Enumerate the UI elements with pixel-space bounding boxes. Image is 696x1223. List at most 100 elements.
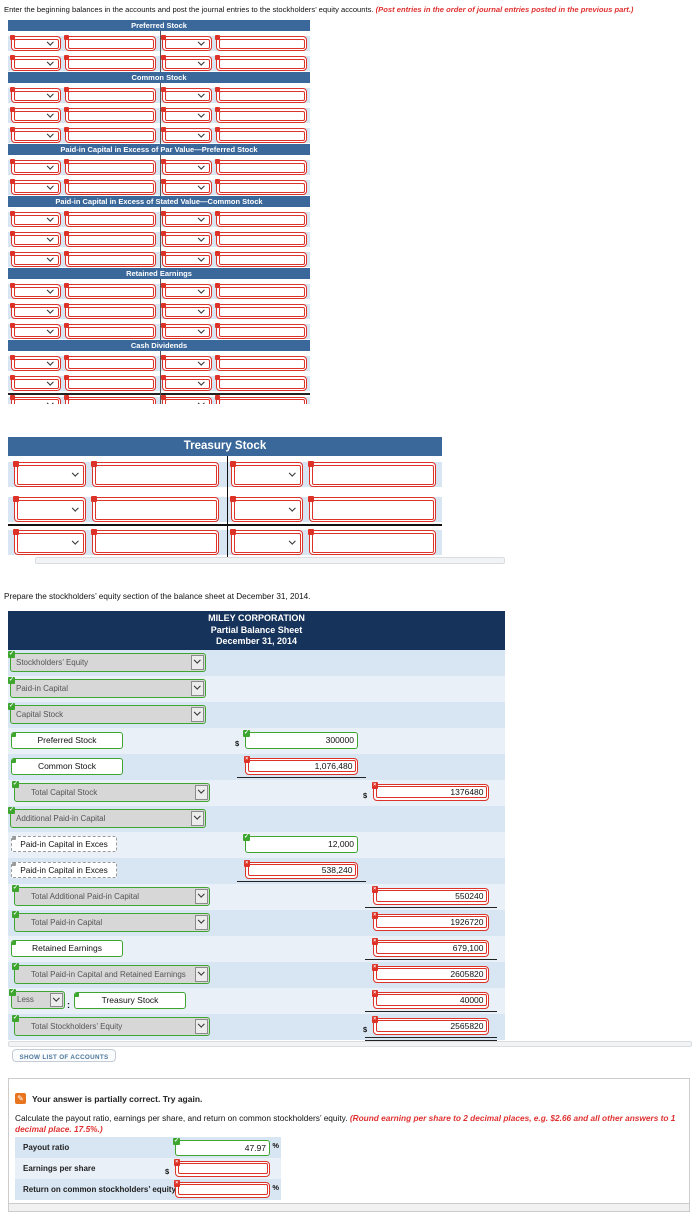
entry-account-select[interactable]	[229, 460, 303, 487]
bs-row-select[interactable]: ✓ Additional Paid-in Capital	[8, 806, 206, 828]
entry-amount-input[interactable]	[214, 126, 307, 143]
entry-amount-input[interactable]	[214, 230, 307, 247]
entry-amount-input[interactable]	[214, 34, 307, 51]
entry-account-select[interactable]	[9, 54, 61, 71]
entry-account-select[interactable]	[160, 178, 212, 195]
entry-amount-input[interactable]	[214, 106, 307, 123]
entry-amount-input[interactable]	[63, 395, 156, 404]
entry-account-select[interactable]	[9, 354, 61, 371]
entry-account-select[interactable]	[9, 86, 61, 103]
bs-row-select[interactable]: ✓ Stockholders’ Equity	[8, 650, 206, 672]
entry-account-select[interactable]	[9, 302, 61, 319]
entry-account-select[interactable]	[9, 34, 61, 51]
entry-account-select[interactable]	[229, 528, 303, 555]
entry-account-select[interactable]	[160, 210, 212, 227]
bs-row-select[interactable]: ✓ Paid-in Capital	[8, 676, 206, 698]
ratio-input[interactable]: ✓ 47.97	[173, 1137, 270, 1156]
entry-account-select[interactable]	[160, 54, 212, 71]
entry-amount-input[interactable]	[90, 460, 219, 487]
entry-amount-input[interactable]	[307, 460, 436, 487]
entry-amount-input[interactable]	[214, 158, 307, 175]
entry-amount-input[interactable]	[63, 230, 156, 247]
entry-amount-input[interactable]	[63, 354, 156, 371]
entry-account-select[interactable]	[160, 126, 212, 143]
entry-account-select[interactable]	[9, 395, 61, 404]
amount-input[interactable]: ✓ 12,000	[243, 833, 358, 853]
entry-amount-input[interactable]	[214, 354, 307, 371]
entry-amount-input[interactable]	[63, 158, 156, 175]
entry-amount-input[interactable]	[63, 282, 156, 299]
entry-amount-input[interactable]	[63, 54, 156, 71]
amount-input[interactable]: × 538,240	[243, 860, 358, 879]
ratio-input[interactable]: ×	[173, 1180, 270, 1198]
bs-row-label-input[interactable]: Paid-in Capital in Exces	[11, 835, 117, 852]
bs-row-label-input[interactable]: Paid-in Capital in Exces	[11, 861, 117, 878]
entry-account-select[interactable]	[229, 495, 303, 522]
entry-account-select[interactable]	[160, 354, 212, 371]
bs-row-select[interactable]: ✓ Total Capital Stock	[12, 780, 210, 802]
amount-input[interactable]: × 1926720	[371, 912, 489, 931]
entry-amount-input[interactable]	[63, 106, 156, 123]
entry-account-select[interactable]	[9, 158, 61, 175]
entry-amount-input[interactable]	[307, 495, 436, 522]
entry-amount-input[interactable]	[214, 54, 307, 71]
entry-amount-input[interactable]	[63, 374, 156, 391]
entry-amount-input[interactable]	[214, 178, 307, 195]
bs-row-select[interactable]: ✓ Total Stockholders’ Equity	[12, 1014, 210, 1036]
entry-amount-input[interactable]	[214, 374, 307, 391]
amount-input[interactable]: × 550240	[371, 886, 489, 905]
entry-account-select[interactable]	[160, 395, 212, 404]
amount-input[interactable]: × 1376480	[371, 782, 489, 801]
entry-amount-input[interactable]	[63, 178, 156, 195]
entry-amount-input[interactable]	[214, 282, 307, 299]
bs-row-label-input[interactable]: ✓Retained Earnings	[11, 939, 123, 957]
amount-input[interactable]: ✓ 300000	[243, 729, 358, 749]
entry-amount-input[interactable]	[63, 210, 156, 227]
show-list-of-accounts-button[interactable]: SHOW LIST OF ACCOUNTS	[12, 1049, 116, 1062]
entry-amount-input[interactable]	[63, 34, 156, 51]
entry-amount-input[interactable]	[214, 210, 307, 227]
amount-input[interactable]: × 679,100	[371, 938, 489, 957]
entry-account-select[interactable]	[9, 178, 61, 195]
entry-amount-input[interactable]	[63, 302, 156, 319]
entry-account-select[interactable]	[160, 158, 212, 175]
entry-account-select[interactable]	[9, 106, 61, 123]
entry-account-select[interactable]	[160, 374, 212, 391]
bs-row-label-input[interactable]: ✓Preferred Stock	[11, 731, 123, 749]
entry-account-select[interactable]	[12, 460, 86, 487]
entry-account-select[interactable]	[9, 210, 61, 227]
ratio-input[interactable]: ×	[173, 1159, 270, 1177]
less-select[interactable]: ✓ Less	[9, 988, 65, 1009]
entry-account-select[interactable]	[160, 34, 212, 51]
amount-input[interactable]: × 1,076,480	[243, 756, 358, 775]
entry-account-select[interactable]	[160, 106, 212, 123]
entry-amount-input[interactable]	[214, 250, 307, 267]
entry-amount-input[interactable]	[63, 126, 156, 143]
entry-account-select[interactable]	[160, 86, 212, 103]
entry-account-select[interactable]	[9, 126, 61, 143]
amount-input[interactable]: × 2605820	[371, 964, 489, 983]
entry-account-select[interactable]	[12, 528, 86, 555]
entry-amount-input[interactable]	[63, 322, 156, 339]
entry-account-select[interactable]	[160, 302, 212, 319]
entry-amount-input[interactable]	[63, 250, 156, 267]
bs-row-select[interactable]: ✓ Capital Stock	[8, 702, 206, 724]
entry-amount-input[interactable]	[214, 395, 307, 404]
bs-row-label-input[interactable]: ✓Common Stock	[11, 757, 123, 775]
entry-account-select[interactable]	[160, 230, 212, 247]
entry-account-select[interactable]	[9, 230, 61, 247]
entry-amount-input[interactable]	[90, 495, 219, 522]
bs-row-select[interactable]: ✓ Total Paid-in Capital	[12, 910, 210, 932]
entry-account-select[interactable]	[160, 322, 212, 339]
entry-account-select[interactable]	[9, 282, 61, 299]
amount-input[interactable]: × 2565820	[371, 1016, 489, 1035]
entry-amount-input[interactable]	[214, 302, 307, 319]
entry-account-select[interactable]	[160, 282, 212, 299]
entry-account-select[interactable]	[9, 374, 61, 391]
entry-amount-input[interactable]	[214, 86, 307, 103]
bs-row-label-input[interactable]: ✓Treasury Stock	[74, 991, 186, 1009]
amount-input[interactable]: × 40000	[371, 990, 489, 1009]
entry-amount-input[interactable]	[90, 528, 219, 555]
bs-row-select[interactable]: ✓ Total Additional Paid-in Capital	[12, 884, 210, 906]
entry-account-select[interactable]	[9, 250, 61, 267]
